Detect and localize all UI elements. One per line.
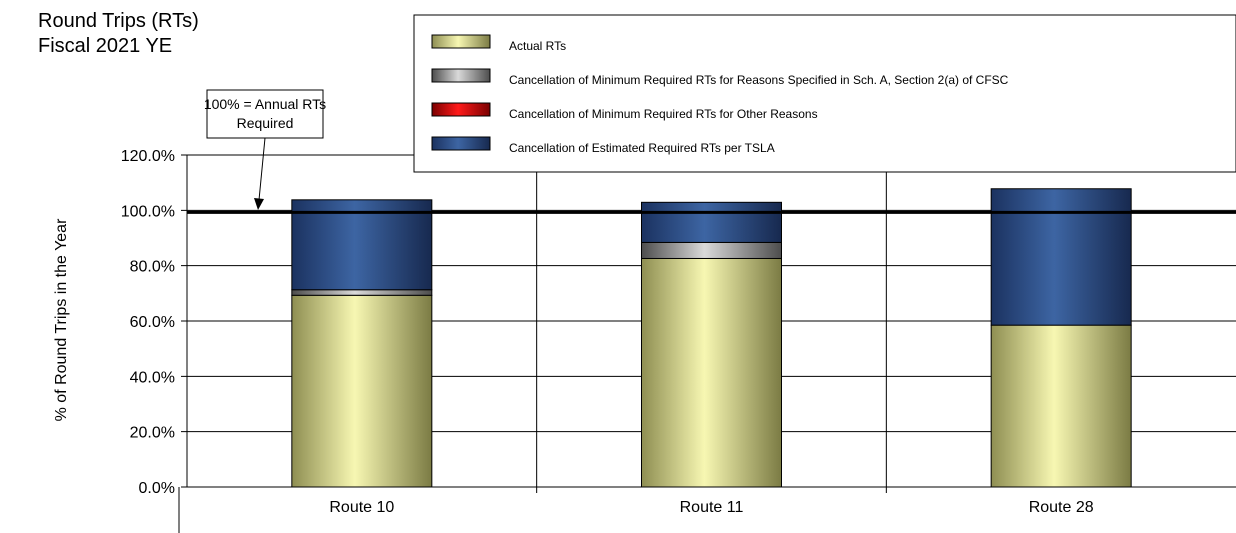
callout-line-2: Required — [237, 115, 294, 131]
legend-label: Actual RTs — [509, 39, 566, 53]
callout-line-1: 100% = Annual RTs — [204, 96, 326, 112]
bar-segment-route-11-s1 — [641, 241, 782, 259]
y-tick-label: 20.0% — [130, 425, 175, 442]
bar-segment-route-10-s0 — [291, 294, 433, 488]
legend-box — [413, 14, 1236, 173]
callout-annotation: 100% = Annual RTs Required — [204, 89, 326, 210]
legend-label: Cancellation of Minimum Required RTs for… — [509, 73, 1009, 87]
chart-title-line-1: Round Trips (RTs) — [38, 10, 199, 32]
bar-segment-route-11-s3 — [641, 201, 782, 243]
x-tick-label: Route 10 — [329, 499, 394, 516]
bar-segment-route-10-s3 — [291, 199, 433, 291]
y-tick-label: 120.0% — [121, 148, 175, 165]
bar-segment-route-10-s1 — [291, 289, 433, 296]
callout-box — [206, 89, 324, 139]
x-tick-labels: Route 10 Route 11 Route 28 — [329, 499, 1093, 516]
y-tick-label: 100.0% — [121, 203, 175, 220]
y-axis-title: % of Round Trips in the Year — [53, 218, 70, 421]
bar-segment-route-28-s3 — [990, 188, 1132, 326]
bar-segment-route-28-s0 — [990, 324, 1132, 488]
bars-layer — [291, 188, 1132, 488]
legend: Actual RTs Cancellation of Minimum Requir… — [413, 14, 1236, 173]
callout-arrow-shaft — [258, 137, 266, 201]
y-tick-label: 80.0% — [130, 259, 175, 276]
callout-arrow-head — [254, 198, 264, 210]
legend-label: Cancellation of Estimated Required RTs p… — [509, 141, 775, 155]
x-tick-label: Route 11 — [680, 499, 744, 516]
legend-swatch — [431, 136, 491, 151]
legend-label: Cancellation of Minimum Required RTs for… — [509, 107, 818, 121]
y-tick-label: 60.0% — [130, 314, 175, 331]
legend-swatch — [431, 102, 491, 117]
legend-swatch — [431, 34, 491, 49]
legend-swatch — [431, 68, 491, 83]
y-tick-label: 0.0% — [139, 480, 175, 497]
bar-segment-route-11-s0 — [641, 257, 782, 488]
y-tick-labels: 0.0% 20.0% 40.0% 60.0% 80.0% 100.0% 120.0% — [121, 148, 175, 497]
x-tick-label: Route 28 — [1029, 499, 1094, 516]
chart-title-line-2: Fiscal 2021 YE — [38, 35, 172, 57]
y-tick-label: 40.0% — [130, 369, 175, 386]
